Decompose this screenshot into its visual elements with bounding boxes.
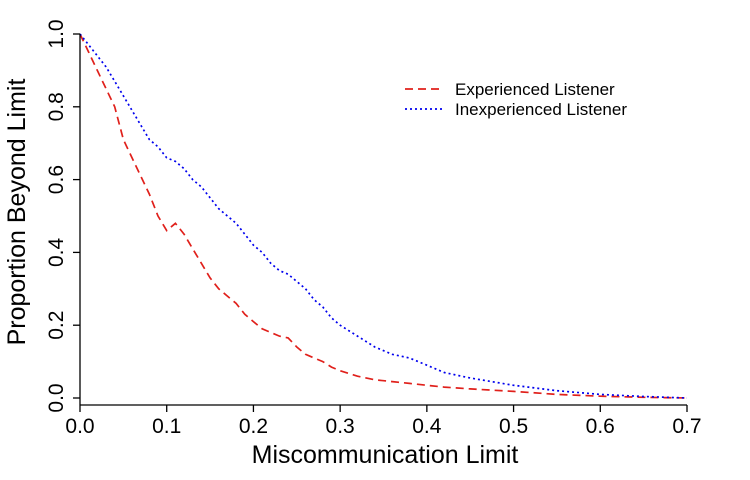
legend-item: Experienced Listener [405, 80, 615, 99]
x-tick-label: 0.3 [326, 415, 355, 438]
x-axis-title: Miscommunication Limit [252, 441, 519, 469]
x-tick-label: 0.0 [65, 415, 94, 438]
y-tick-label: 0.6 [45, 165, 68, 194]
x-tick-label: 0.6 [586, 415, 615, 438]
y-axis-title: Proportion Beyond Limit [3, 79, 31, 346]
series-line-experienced-listener [79, 33, 688, 399]
x-tick-label: 0.1 [152, 415, 181, 438]
y-ticks: 0.0 0.2 0.4 0.6 0.8 1.0 [45, 19, 80, 413]
y-tick-label: 0.4 [45, 237, 68, 267]
x-tick-label: 0.5 [499, 415, 528, 438]
legend-label: Experienced Listener [455, 80, 615, 99]
axes: 0.0 0.1 0.2 0.3 0.4 0.5 0.6 0.7 0.0 0.2 0.4 0.6 0.8… [45, 19, 702, 438]
x-tick-label: 0.7 [672, 415, 701, 438]
y-tick-label: 0.0 [45, 383, 68, 412]
x-tick-label: 0.2 [239, 415, 268, 438]
y-tick-label: 0.2 [45, 311, 68, 340]
y-tick-label: 1.0 [45, 19, 68, 48]
x-tick-label: 0.4 [412, 415, 442, 438]
y-tick-label: 0.8 [45, 92, 68, 121]
plot-lines [79, 33, 688, 399]
legend-label: Inexperienced Listener [455, 100, 627, 119]
series-line-inexperienced-listener [79, 33, 688, 399]
legend-item: Inexperienced Listener [405, 100, 627, 119]
x-ticks: 0.0 0.1 0.2 0.3 0.4 0.5 0.6 0.7 [65, 405, 702, 438]
